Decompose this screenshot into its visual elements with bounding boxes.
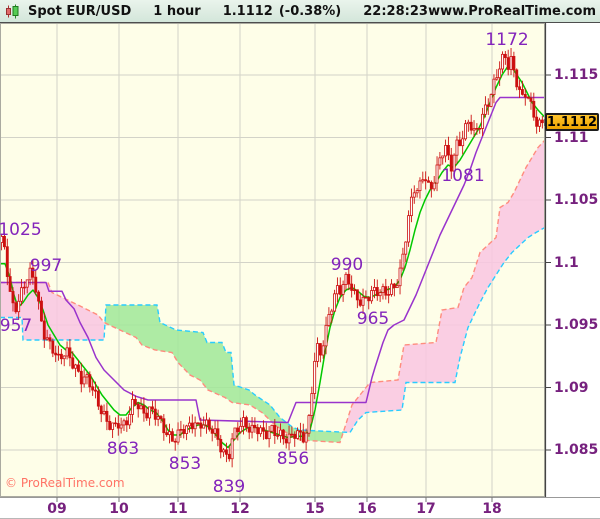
last-price-badge: 1.1112 xyxy=(545,113,599,131)
change-label: (-0.38%) xyxy=(278,3,342,19)
x-axis-label: 11 xyxy=(168,501,188,517)
chart-header-bar: Spot EUR/USD 1 hour 1.1112 (-0.38%) 22:2… xyxy=(0,0,600,23)
timeframe-label: 1 hour xyxy=(153,3,201,19)
candlestick-logo-icon xyxy=(5,4,21,19)
y-axis-label: 1.1 xyxy=(554,254,579,271)
y-axis-label: 1.085 xyxy=(554,442,599,458)
price-annotation: 997 xyxy=(29,256,63,276)
x-axis-label: 12 xyxy=(230,501,250,517)
watermark-label: © ProRealTime.com xyxy=(5,476,125,490)
x-axis-label: 18 xyxy=(482,501,502,517)
price-annotation: 839 xyxy=(212,477,246,497)
x-axis-strip[interactable] xyxy=(0,498,600,518)
price-annotation: 1025 xyxy=(0,220,42,240)
price-annotation: 853 xyxy=(168,454,202,474)
y-axis-label: 1.105 xyxy=(554,192,599,208)
price-annotation: 990 xyxy=(330,255,364,275)
clock-label: 22:28:23 xyxy=(363,3,428,19)
price-annotation: 856 xyxy=(276,449,310,469)
y-axis-label: 1.09 xyxy=(554,379,589,396)
last-price-label: 1.1112 xyxy=(222,3,273,19)
x-axis-label: 16 xyxy=(357,501,377,517)
price-annotation: 1081 xyxy=(441,166,485,186)
x-axis-label: 17 xyxy=(416,501,436,517)
x-axis-label: 10 xyxy=(109,501,129,517)
x-axis-label: 15 xyxy=(305,501,325,517)
price-annotation: 965 xyxy=(356,309,390,329)
price-annotation: 863 xyxy=(106,439,140,459)
price-annotation: 957 xyxy=(0,316,33,336)
y-axis-label: 1.095 xyxy=(554,317,599,333)
y-axis-label: 1.11 xyxy=(554,129,589,146)
y-axis-label: 1.115 xyxy=(554,67,599,83)
x-axis-label: 09 xyxy=(47,501,67,517)
price-annotation: 1172 xyxy=(485,30,529,50)
website-label: www.ProRealTime.com xyxy=(428,3,596,19)
symbol-label: Spot EUR/USD xyxy=(28,3,132,19)
